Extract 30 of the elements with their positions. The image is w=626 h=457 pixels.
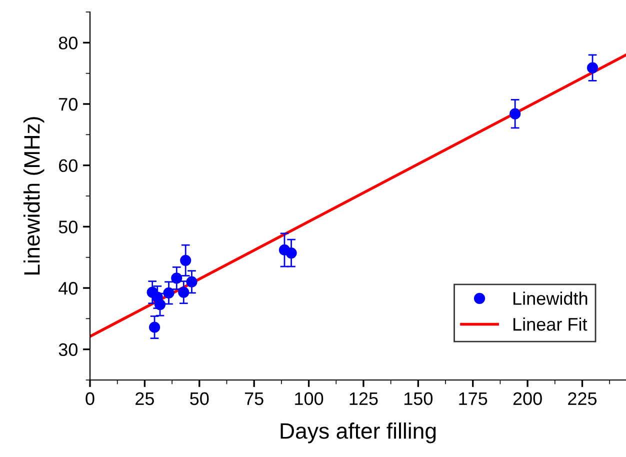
y-tick-label: 80 [58, 36, 78, 50]
point [510, 108, 521, 120]
x-tick-label: 125 [350, 392, 378, 406]
y-axis-title: Linewidth (MHz) [24, 117, 44, 274]
y-tick-label: 30 [58, 343, 78, 356]
point [171, 272, 182, 284]
y-tick-label: 70 [59, 98, 78, 111]
x-tick-label: 50 [190, 392, 209, 406]
x-tick-label: 100 [295, 392, 324, 406]
y-tick-label: 60 [59, 159, 78, 172]
point [186, 276, 198, 288]
point [586, 62, 598, 74]
x-tick-label: 225 [568, 392, 597, 406]
legend-label: Linear Fit [514, 317, 588, 331]
x-tick-label: 200 [513, 392, 542, 406]
point [148, 322, 160, 333]
x-tick-label: 25 [136, 392, 154, 406]
x-tick-label: 0 [86, 392, 94, 406]
x-tick-label: 150 [404, 392, 433, 406]
point [178, 286, 190, 298]
point [286, 247, 297, 259]
point [180, 254, 192, 266]
x-tick-label: 175 [459, 392, 488, 406]
y-tick-label: 50 [58, 220, 78, 234]
x-tick-label: 75 [244, 392, 264, 406]
point [163, 287, 174, 298]
y-tick-label: 40 [58, 282, 78, 295]
legend-label: Linewidth [514, 292, 588, 305]
x-axis-title: Days after filling [280, 422, 436, 444]
point [154, 299, 166, 310]
